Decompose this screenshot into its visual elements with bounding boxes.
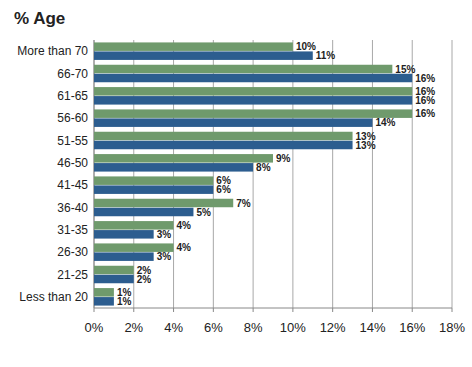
grid-line: [452, 40, 453, 308]
data-label: 16%: [415, 73, 435, 84]
tick-label: 0%: [85, 320, 104, 335]
tick-mark: [332, 308, 333, 312]
tick-mark: [292, 308, 293, 312]
data-label: 15%: [395, 64, 415, 75]
tick-label: 4%: [164, 320, 183, 335]
data-label: 13%: [356, 140, 376, 151]
bar: [94, 141, 353, 150]
tick-label: 8%: [244, 320, 263, 335]
data-label: 3%: [157, 251, 172, 262]
bar: [94, 109, 412, 118]
tick-mark: [173, 308, 174, 312]
category-label: 51-55: [57, 134, 88, 148]
data-label: 9%: [276, 153, 291, 164]
bar: [94, 199, 233, 208]
tick-label: 16%: [399, 320, 425, 335]
data-label: 16%: [415, 95, 435, 106]
category-label: More than 70: [17, 44, 88, 58]
tick-mark: [412, 308, 413, 312]
data-label: 7%: [236, 198, 251, 209]
bar: [94, 208, 193, 217]
tick-label: 10%: [280, 320, 306, 335]
bar: [94, 176, 213, 185]
bar: [94, 275, 134, 284]
bar: [94, 87, 412, 96]
bar: [94, 118, 372, 127]
bar: [94, 163, 253, 172]
data-label: 8%: [256, 162, 271, 173]
bar: [94, 252, 154, 261]
data-label: 11%: [316, 50, 336, 61]
category-label: 21-25: [57, 268, 88, 282]
data-label: 14%: [375, 117, 395, 128]
data-label: 16%: [415, 108, 435, 119]
bar: [94, 266, 134, 275]
category-label: 46-50: [57, 156, 88, 170]
tick-label: 2%: [124, 320, 143, 335]
data-label: 4%: [177, 220, 192, 231]
category-label: 56-60: [57, 111, 88, 125]
data-label: 6%: [216, 184, 231, 195]
bar: [94, 96, 412, 105]
bar: [94, 42, 293, 51]
tick-label: 12%: [320, 320, 346, 335]
tick-mark: [94, 308, 95, 312]
category-label: 31-35: [57, 223, 88, 237]
tick-label: 14%: [359, 320, 385, 335]
bar: [94, 51, 313, 60]
tick-mark: [213, 308, 214, 312]
bars: [94, 42, 412, 305]
value-axis: [94, 308, 452, 309]
bar: [94, 230, 154, 239]
category-label: 61-65: [57, 89, 88, 103]
bar: [94, 132, 353, 141]
bar: [94, 65, 392, 74]
tick-mark: [452, 308, 453, 312]
data-label: 1%: [117, 296, 132, 307]
bar: [94, 288, 114, 297]
category-label: 26-30: [57, 245, 88, 259]
tick-mark: [253, 308, 254, 312]
data-label: 4%: [177, 242, 192, 253]
tick-mark: [133, 308, 134, 312]
category-label: 36-40: [57, 201, 88, 215]
tick-label: 18%: [439, 320, 465, 335]
bar: [94, 297, 114, 306]
category-label: 66-70: [57, 67, 88, 81]
title: % Age: [14, 9, 65, 28]
data-label: 5%: [196, 207, 211, 218]
category-label: 41-45: [57, 178, 88, 192]
tick-mark: [372, 308, 373, 312]
data-label: 3%: [157, 229, 172, 240]
bar: [94, 154, 273, 163]
tick-label: 6%: [204, 320, 223, 335]
bar: [94, 74, 412, 83]
chart: % Age 0% 2% 4% 6% 8% 10% 12% 14% 16% 18% More than …: [0, 0, 472, 367]
category-label: Less than 20: [19, 290, 88, 304]
bar: [94, 185, 213, 194]
data-label: 10%: [296, 41, 316, 52]
data-label: 2%: [137, 274, 152, 285]
